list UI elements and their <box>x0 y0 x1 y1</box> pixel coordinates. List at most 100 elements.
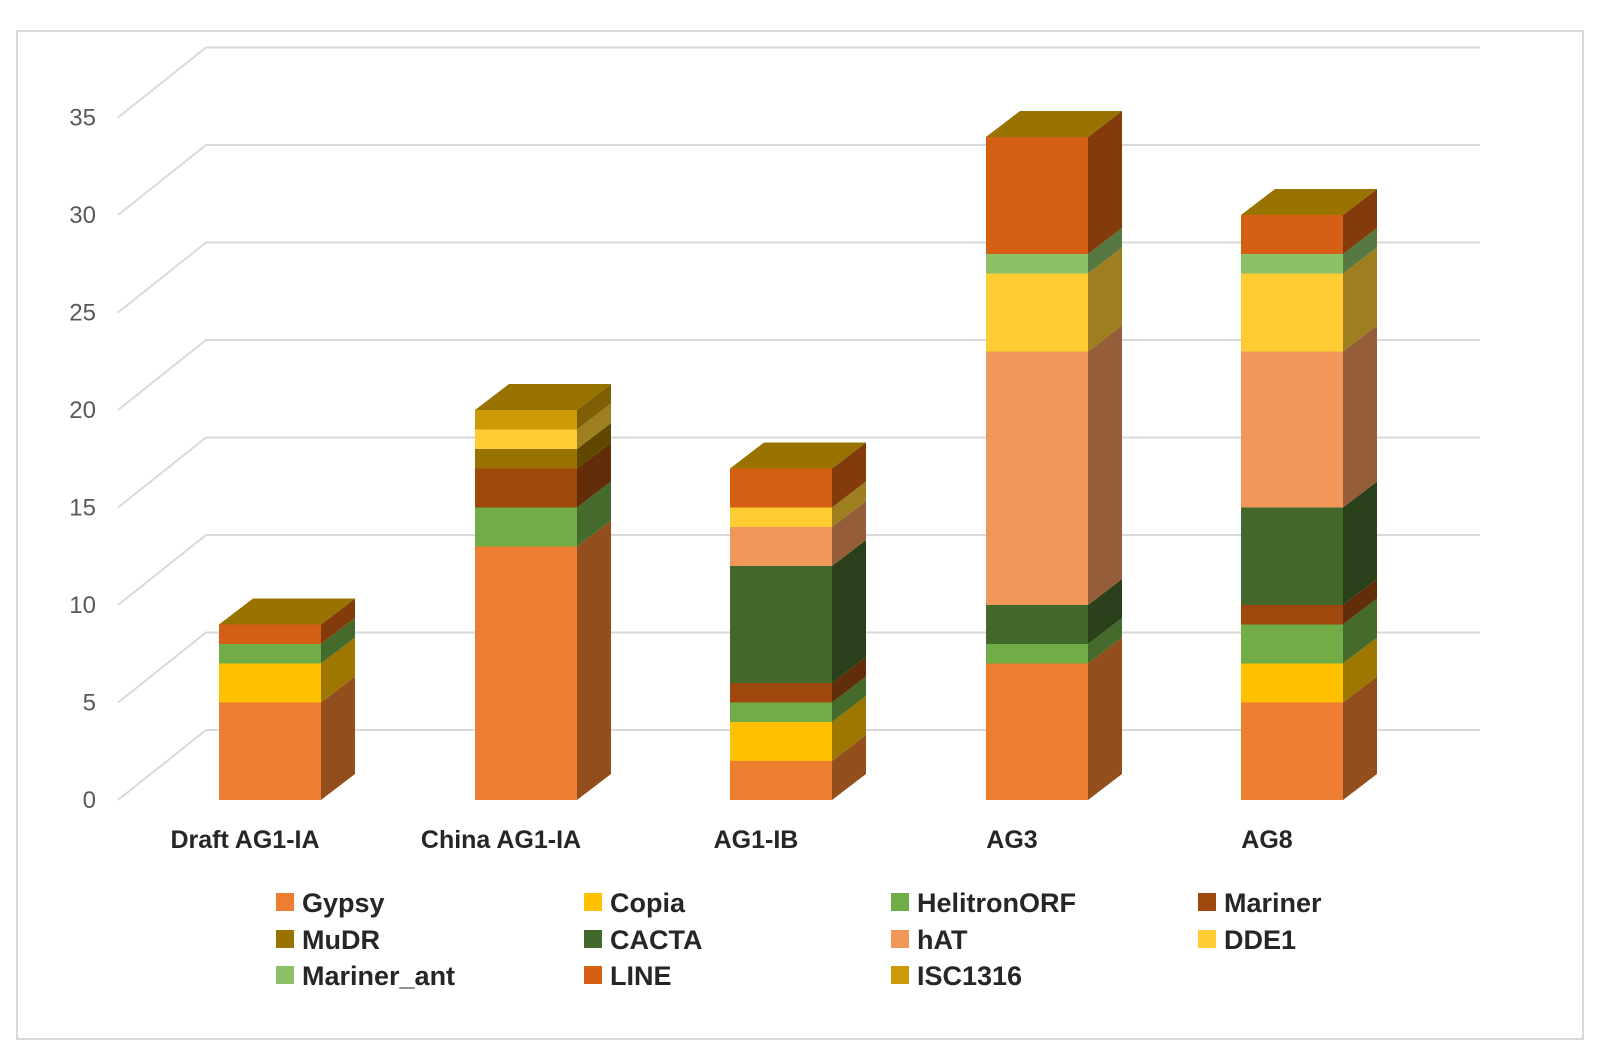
legend-item-MuDR: MuDR <box>276 925 380 955</box>
x-category-label: AG8 <box>1241 826 1293 854</box>
legend-swatch <box>891 893 909 911</box>
bar-segment-hAT <box>1241 325 1377 508</box>
legend-swatch <box>891 930 909 948</box>
bar-segment-Gypsy <box>475 520 611 800</box>
bar-segment-front <box>1241 507 1343 605</box>
legend-item-Copia: Copia <box>584 888 686 918</box>
bar-segment-side <box>832 501 866 566</box>
bar-segment-HelitronORF <box>219 618 355 664</box>
legend-item-hAT: hAT <box>891 925 968 955</box>
bar-segment-front <box>730 468 832 508</box>
bar-segment-hAT <box>730 501 866 566</box>
bar-segment-side <box>1343 637 1377 703</box>
bar-segment-front <box>475 546 577 800</box>
legend-label: ISC1316 <box>917 961 1022 991</box>
bar-segment-side <box>1343 676 1377 800</box>
bar-segment-front <box>1241 215 1343 254</box>
bar-top-cap <box>1241 189 1377 215</box>
legend-swatch <box>276 893 294 911</box>
bar-segment-LINE <box>1241 189 1377 254</box>
bar-segment-front <box>986 254 1088 274</box>
bar-segment-side <box>1088 637 1122 800</box>
bar-segment-HelitronORF <box>1241 598 1377 664</box>
bar-segment-front <box>475 468 577 508</box>
bar-segment-side <box>832 657 866 703</box>
bar-segment-front <box>475 507 577 547</box>
legend-item-ISC1316: ISC1316 <box>891 961 1022 991</box>
x-category-label: AG1-IB <box>714 826 799 854</box>
bars: Draft AG1-IA China AG1-IA AG1-IB AG3 AG8 <box>170 111 1377 854</box>
legend-label: Gypsy <box>302 888 385 918</box>
bar-segment-front <box>475 410 577 430</box>
bar-segment-front <box>475 429 577 449</box>
bar-segment-front <box>1241 273 1343 352</box>
y-tick-label: 0 <box>83 787 96 814</box>
bar-segment-Mariner <box>475 442 611 508</box>
bar-segment-side <box>321 676 355 800</box>
bar-segment-side <box>1088 111 1122 254</box>
legend-swatch <box>584 893 602 911</box>
legend-item-Mariner: Mariner <box>1198 888 1322 918</box>
bar-segment-front <box>986 351 1088 605</box>
legend-label: LINE <box>610 961 672 991</box>
bar-segment-DDE1 <box>986 247 1122 352</box>
bar-segment-Gypsy <box>219 676 355 800</box>
bar-segment-Copia <box>219 637 355 703</box>
bar-segment-side <box>577 423 611 469</box>
bar-segment-Gypsy <box>730 735 866 800</box>
bar-segment-front <box>1241 605 1343 625</box>
bar-segment-side <box>1343 325 1377 508</box>
bar-segment-side <box>1343 481 1377 605</box>
bar-segment-front <box>1241 351 1343 508</box>
bar-segment-side <box>832 735 866 800</box>
bar-segment-side <box>577 520 611 800</box>
legend-swatch <box>1198 893 1216 911</box>
bar-segment-front <box>730 761 832 800</box>
y-tick-label: 5 <box>83 690 96 717</box>
bar-segment-front <box>1241 254 1343 274</box>
legend-label: Copia <box>610 888 686 918</box>
bar-segment-MuDR <box>475 423 611 469</box>
bar-segment-Mariner <box>1241 579 1377 625</box>
bar-segment-front <box>730 722 832 761</box>
legend-item-Gypsy: Gypsy <box>276 888 385 918</box>
bar-segment-front <box>986 663 1088 800</box>
legend-label: CACTA <box>610 925 702 955</box>
bar-segment-LINE <box>730 442 866 508</box>
legend-swatch <box>584 930 602 948</box>
bar-segment-HelitronORF <box>986 618 1122 664</box>
bar-top-cap <box>730 442 866 469</box>
y-axis-ticks: 0 5 10 15 20 25 30 35 <box>69 105 96 815</box>
x-category-label: China AG1-IA <box>421 826 581 854</box>
bar-segment-DDE1 <box>1241 247 1377 352</box>
bar-segment-front <box>1241 663 1343 703</box>
bar-segment-side <box>832 481 866 527</box>
bar-segment-side <box>1088 325 1122 605</box>
bar-segment-front <box>219 644 321 664</box>
bar-segment-side <box>321 598 355 644</box>
bar-top-cap <box>219 598 355 625</box>
bar-segment-side <box>1343 598 1377 664</box>
bar-segment-Gypsy <box>986 637 1122 800</box>
bar-segment-front <box>986 605 1088 644</box>
legend-label: DDE1 <box>1224 925 1296 955</box>
y-tick-label: 30 <box>69 202 96 229</box>
bar-segment-side <box>1343 579 1377 625</box>
legend-item-HelitronORF: HelitronORF <box>891 888 1076 918</box>
bar-segment-HelitronORF <box>475 481 611 547</box>
bar-segment-front <box>475 449 577 469</box>
bar-segment-front <box>730 566 832 683</box>
legend-item-LINE: LINE <box>584 961 672 991</box>
bar-segment-Mariner_ant <box>1241 228 1377 274</box>
legend-label: HelitronORF <box>917 888 1076 918</box>
legend-swatch <box>1198 930 1216 948</box>
bar-segment-Copia <box>730 696 866 761</box>
bar-segment-side <box>1343 247 1377 352</box>
bar-segment-front <box>986 137 1088 254</box>
legend-item-Mariner_ant: Mariner_ant <box>276 961 455 991</box>
bar-segment-CACTA <box>730 540 866 683</box>
y-tick-label: 25 <box>69 300 96 327</box>
bar-segment-Gypsy <box>1241 676 1377 800</box>
bar-segment-side <box>1088 579 1122 644</box>
